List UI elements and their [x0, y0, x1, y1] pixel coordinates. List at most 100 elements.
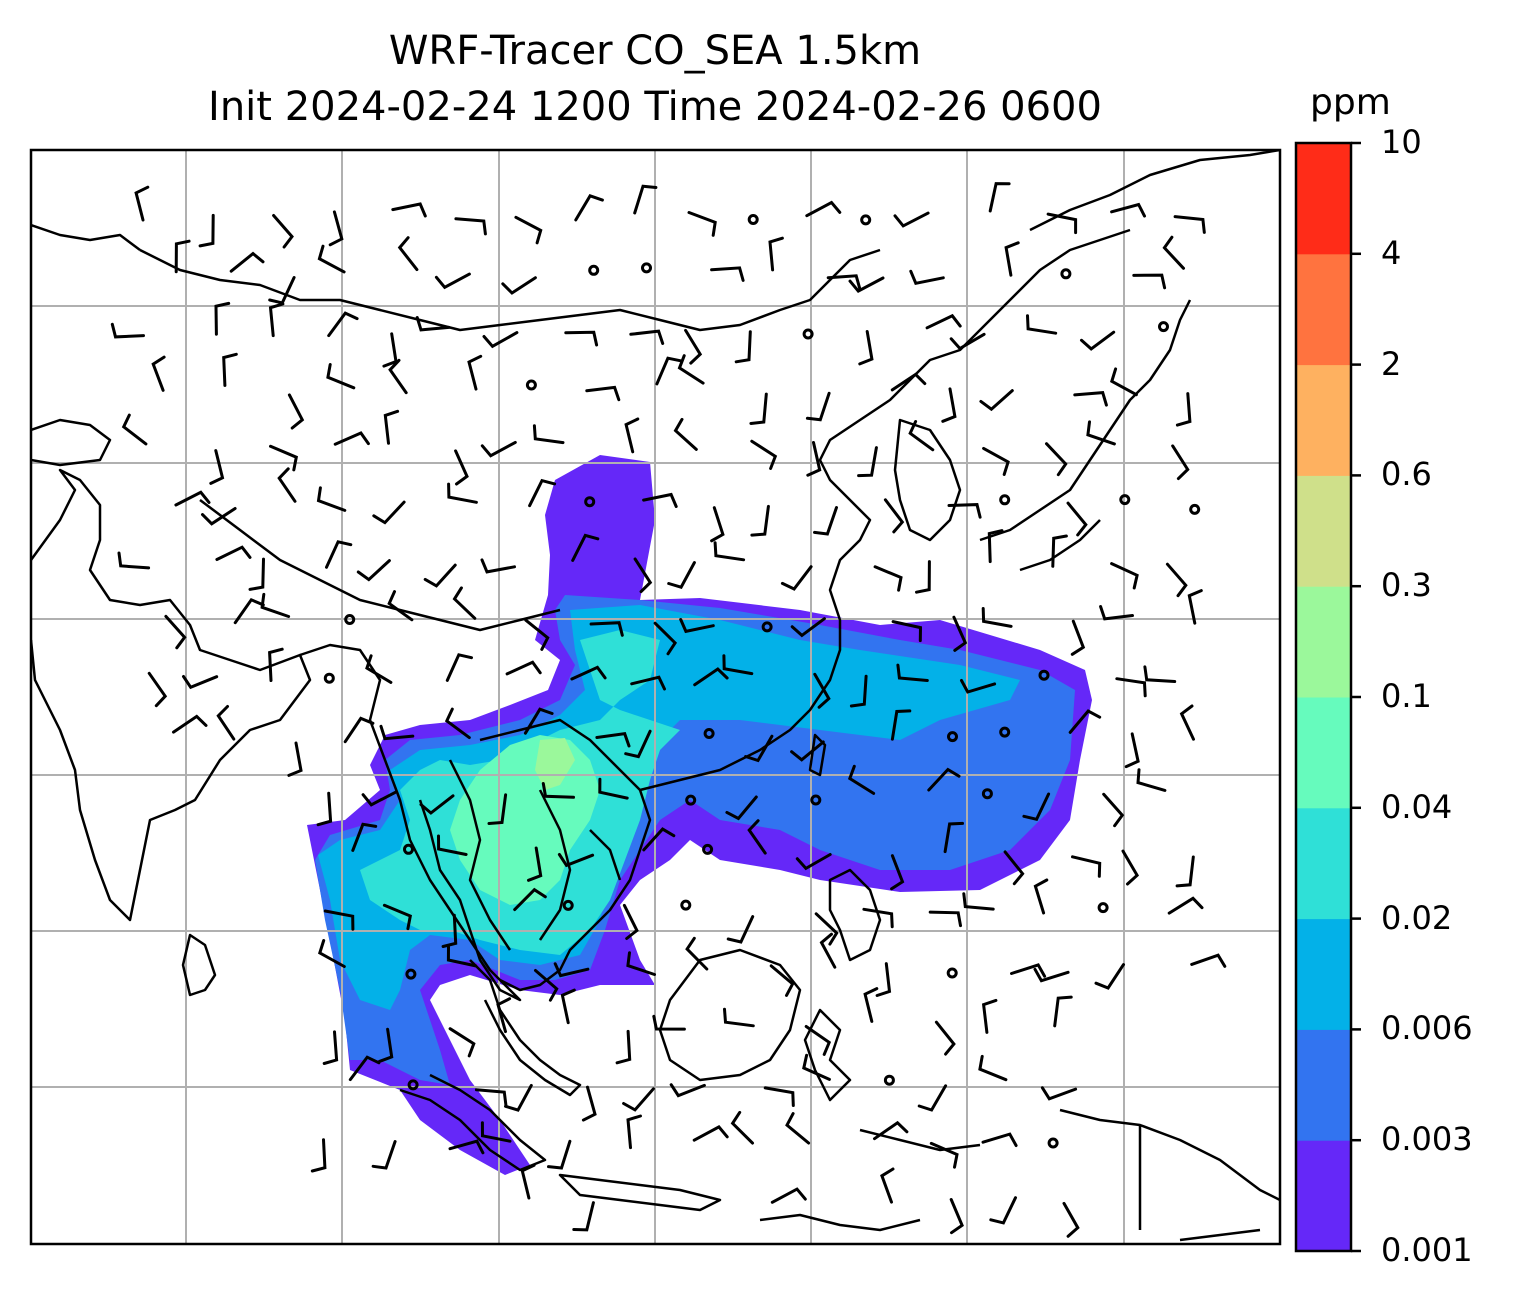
wind-barb	[813, 672, 831, 709]
wind-barb	[1115, 677, 1147, 698]
wind-barb	[541, 782, 575, 799]
wind-barb	[890, 709, 912, 741]
colorbar-tick-label: 0.003	[1381, 1120, 1473, 1159]
wind-barb	[1045, 442, 1068, 477]
wind-barb	[397, 236, 419, 272]
wind-barb	[1165, 562, 1188, 598]
wind-barb	[343, 716, 375, 744]
wind-barb	[622, 903, 639, 940]
wind-barb	[1066, 501, 1088, 537]
calm-wind-marker	[802, 328, 814, 340]
colorbar-tick-label: 0.6	[1381, 455, 1432, 494]
wind-barb	[806, 441, 822, 477]
wind-barb	[750, 504, 770, 537]
wind-barb	[795, 853, 832, 871]
calm-wind-marker	[1060, 268, 1072, 280]
calm-wind-marker	[981, 788, 993, 800]
colorbar-segment	[1296, 586, 1351, 698]
colorbar-tick-label: 2	[1381, 344, 1402, 383]
wind-barb	[981, 998, 998, 1034]
calm-wind-marker	[947, 731, 958, 743]
wind-barb	[121, 413, 148, 446]
wind-barb	[182, 675, 219, 690]
calm-wind-marker	[761, 621, 773, 633]
wind-barb	[626, 1114, 642, 1150]
wind-barb	[989, 1196, 1017, 1225]
wind-barb	[589, 621, 624, 637]
map-title-line2: Init 2024-02-24 1200 Time 2024-02-26 060…	[208, 84, 1102, 130]
colorbar-tick-label: 0.04	[1381, 787, 1453, 826]
coast-bay-of-bengal	[299, 643, 522, 1002]
colorbar-tick-label: 0.001	[1381, 1231, 1473, 1269]
wind-barb	[316, 791, 333, 827]
wind-barb	[768, 236, 784, 272]
wind-barb	[1026, 314, 1058, 335]
wind-barb	[750, 439, 778, 470]
wind-barb	[571, 533, 600, 562]
wind-barb	[514, 215, 543, 245]
wind-barb	[847, 764, 876, 795]
wind-barb	[215, 545, 252, 561]
wind-barb	[988, 182, 1011, 213]
wind-barb	[272, 214, 294, 249]
wind-barb	[444, 707, 471, 740]
wind-barb	[862, 907, 894, 929]
calm-wind-marker	[860, 214, 872, 226]
wind-barb	[378, 1027, 394, 1063]
wind-barb	[520, 1163, 536, 1200]
wind-barb	[317, 244, 346, 274]
calm-wind-marker	[810, 794, 822, 806]
wind-barb	[454, 449, 469, 486]
wind-barb	[480, 1121, 512, 1143]
wind-barb	[325, 540, 353, 569]
wind-barb	[1086, 420, 1116, 446]
wind-barb	[117, 551, 151, 570]
wind-barb	[448, 1139, 485, 1155]
wind-barb	[684, 328, 703, 365]
wind-barb	[863, 987, 879, 1023]
wind-barb	[673, 417, 698, 451]
coast-srilanka	[181, 933, 217, 997]
wind-barb	[633, 184, 658, 215]
wind-barb	[624, 729, 652, 759]
calm-wind-marker	[588, 264, 600, 276]
wind-barb	[201, 507, 237, 526]
wind-barb	[361, 790, 398, 807]
wind-barb	[222, 352, 238, 387]
wind-barb	[209, 449, 225, 485]
wind-barb	[388, 358, 408, 395]
calm-wind-marker	[1047, 1137, 1059, 1149]
wind-barb	[873, 565, 903, 592]
map-frame	[29, 148, 1282, 1246]
wind-barb	[630, 675, 666, 691]
wind-barb	[875, 962, 892, 997]
wind-barb	[585, 385, 621, 402]
wind-barb	[909, 269, 945, 286]
wind-barb	[960, 679, 997, 694]
wind-barb	[434, 272, 471, 290]
coast-islands-east	[759, 1128, 981, 1232]
border-southeast-asia	[448, 759, 622, 951]
wind-barb	[1173, 215, 1206, 234]
wind-barb	[595, 732, 631, 748]
wind-barb	[1102, 792, 1125, 828]
wind-barb	[268, 647, 284, 682]
wind-barb	[652, 1014, 686, 1031]
wind-barb	[322, 1030, 339, 1065]
wind-barb	[734, 330, 752, 364]
wind-barb	[934, 1020, 956, 1056]
wind-barb	[826, 274, 862, 290]
wind-barb	[769, 964, 795, 997]
wind-barb	[316, 486, 347, 512]
wind-barb	[446, 945, 478, 968]
coast-korea	[893, 418, 962, 542]
wind-barb	[172, 714, 208, 734]
wind-barb	[287, 741, 303, 777]
colorbar	[1294, 141, 1361, 1253]
wind-barb	[685, 936, 709, 971]
wind-barb	[572, 1201, 595, 1232]
wind-barb	[1033, 967, 1070, 983]
wind-barb	[598, 777, 629, 800]
wind-barb	[383, 409, 400, 445]
